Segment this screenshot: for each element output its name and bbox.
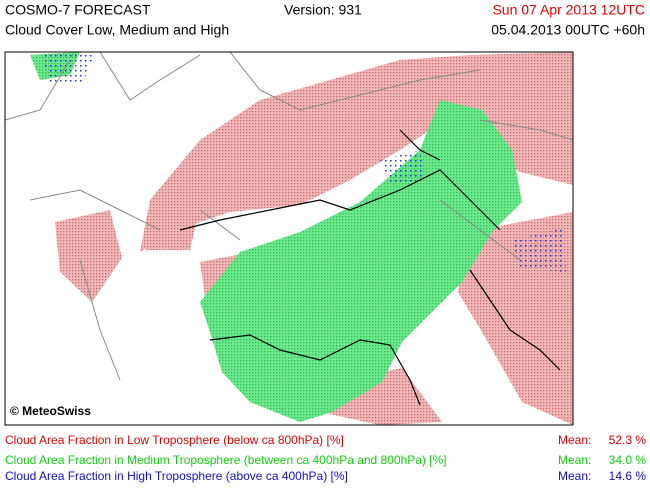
run-time: 05.04.2013 00UTC +60h	[491, 22, 645, 38]
coastline	[179, 129, 561, 406]
map-frame	[4, 51, 574, 426]
mean-label: Mean:	[558, 433, 591, 447]
copyright: © MeteoSwiss	[10, 404, 91, 418]
high-cloud	[40, 52, 566, 272]
legend-label: Cloud Area Fraction in Medium Tropospher…	[5, 453, 447, 467]
map	[5, 52, 573, 425]
subtitle: Cloud Cover Low, Medium and High	[5, 22, 229, 38]
legend-label: Cloud Area Fraction in Low Troposphere (…	[5, 433, 344, 447]
valid-time: Sun 07 Apr 2013 12UTC	[492, 2, 645, 18]
title: COSMO-7 FORECAST	[5, 2, 151, 18]
legend-label: Cloud Area Fraction in High Troposphere …	[5, 469, 348, 483]
mean-value: 34.0 %	[609, 453, 647, 467]
mean-value: 52.3 %	[609, 433, 647, 447]
mean-label: Mean:	[558, 453, 591, 467]
version: Version: 931	[284, 2, 362, 18]
mean-label: Mean:	[558, 469, 591, 483]
borders	[5, 52, 573, 381]
legend: Cloud Area Fraction in Low Troposphere (…	[5, 433, 646, 483]
low-cloud	[55, 52, 573, 425]
mean-value: 14.6 %	[609, 469, 647, 483]
